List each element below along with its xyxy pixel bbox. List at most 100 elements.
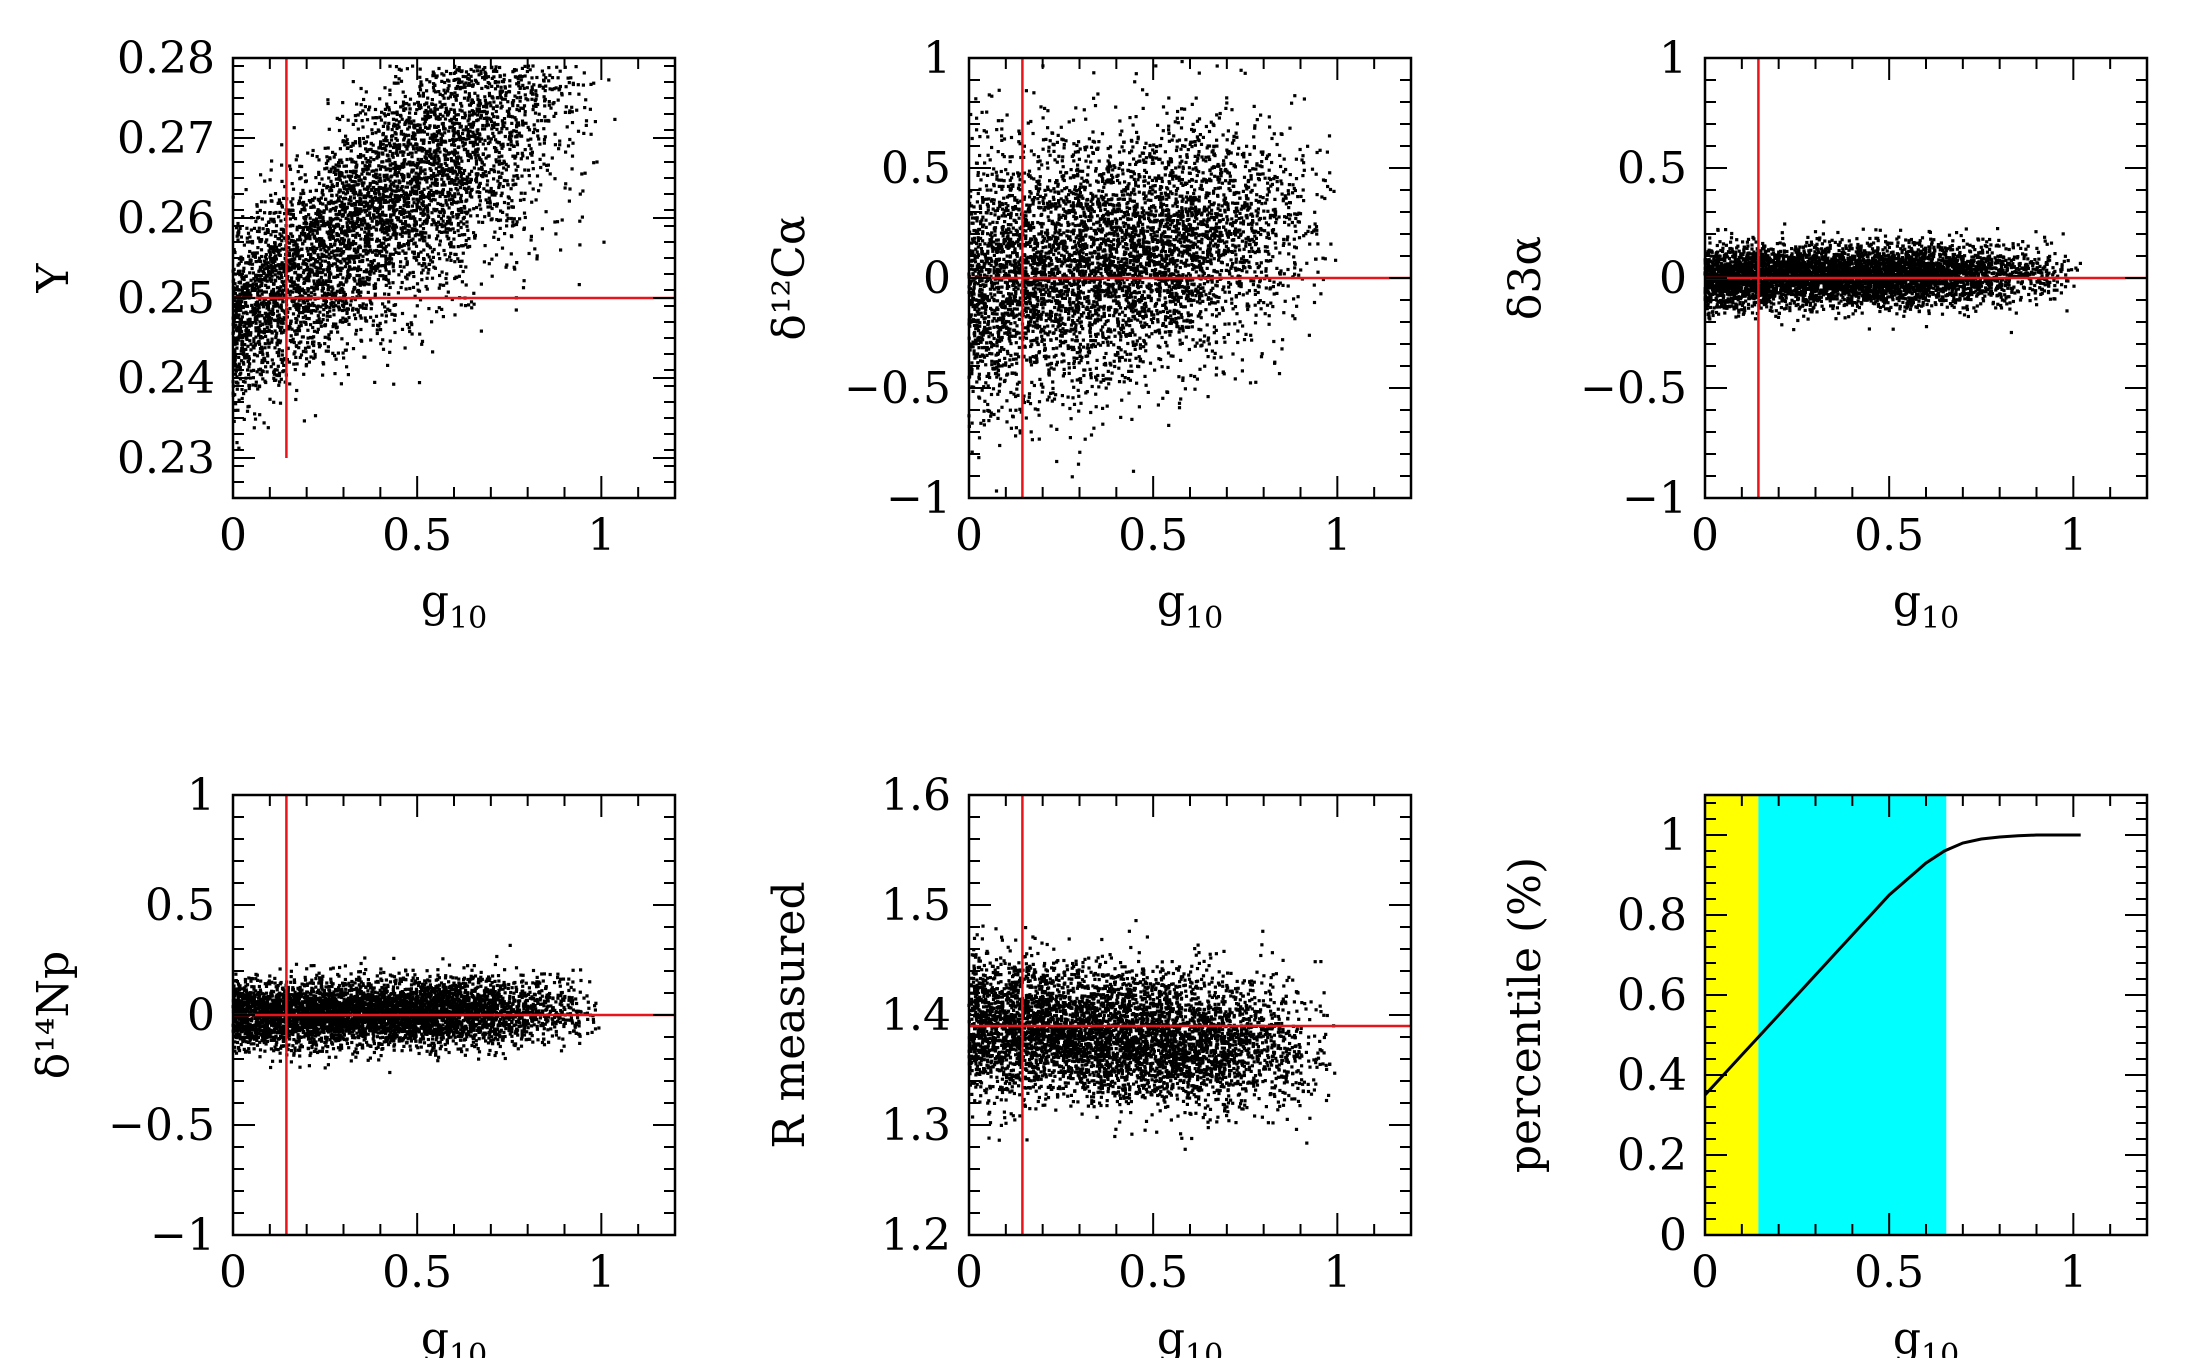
data-point (322, 210, 326, 215)
data-point (235, 441, 239, 445)
data-point (351, 239, 356, 243)
data-point (535, 254, 539, 258)
data-point (334, 275, 338, 279)
data-point (266, 426, 270, 430)
data-point (348, 260, 352, 264)
data-point (401, 249, 405, 253)
data-point (450, 92, 454, 96)
data-point (484, 112, 489, 116)
data-point (275, 341, 279, 345)
data-point (530, 153, 534, 157)
data-point (273, 192, 278, 196)
data-point (440, 223, 444, 227)
data-point (558, 139, 562, 143)
data-point (415, 282, 420, 286)
data-point (326, 98, 330, 102)
data-point (301, 241, 305, 245)
data-point (242, 266, 246, 270)
data-point (342, 164, 346, 168)
data-point (305, 246, 309, 250)
data-point (438, 112, 442, 116)
data-point (329, 251, 333, 255)
data-point (248, 333, 253, 337)
data-point (982, 223, 986, 227)
data-point (266, 354, 270, 358)
data-point (260, 322, 264, 326)
data-point (1243, 164, 1248, 169)
data-point (412, 123, 416, 127)
data-point (412, 191, 416, 196)
data-point (375, 210, 379, 215)
data-point (415, 232, 419, 236)
data-point (443, 91, 447, 95)
data-point (253, 254, 257, 258)
data-point (391, 262, 395, 266)
data-point (407, 326, 411, 330)
data-point (394, 136, 398, 141)
data-point (395, 126, 399, 131)
data-point (328, 216, 332, 220)
data-point (361, 306, 365, 310)
data-point (265, 238, 269, 242)
data-point (335, 273, 340, 278)
data-point (426, 253, 430, 257)
data-point (474, 176, 479, 180)
data-point (309, 227, 313, 231)
data-point (381, 195, 385, 199)
data-point (250, 321, 255, 325)
data-point (326, 159, 330, 163)
data-point (576, 83, 580, 87)
data-point (367, 108, 371, 112)
data-point (370, 131, 374, 136)
data-point (289, 266, 293, 270)
data-point (465, 210, 469, 214)
data-point (433, 124, 437, 128)
data-point (447, 84, 451, 88)
data-point (512, 217, 516, 221)
data-point (413, 256, 418, 260)
data-point (345, 221, 349, 225)
data-point (295, 228, 299, 232)
data-point (477, 110, 482, 114)
data-point (302, 259, 306, 263)
data-point (423, 125, 428, 129)
data-point (410, 204, 414, 208)
data-point (280, 325, 284, 329)
data-point (317, 172, 321, 176)
data-point (236, 298, 241, 302)
data-point (400, 311, 405, 316)
data-point (476, 128, 480, 132)
data-point (313, 258, 318, 262)
data-point (309, 311, 314, 315)
data-point (233, 314, 237, 318)
data-point (450, 117, 454, 121)
data-point (268, 246, 272, 250)
data-point (245, 226, 249, 230)
data-point (498, 65, 502, 70)
data-point (464, 81, 468, 85)
data-point (380, 230, 384, 234)
data-point (467, 237, 471, 241)
data-point (406, 118, 411, 122)
data-point (376, 278, 380, 282)
data-point (486, 205, 490, 209)
data-point (320, 237, 324, 241)
data-point (440, 203, 444, 208)
data-point (390, 192, 394, 196)
data-point (292, 304, 296, 308)
data-point (359, 178, 363, 182)
data-point (242, 277, 246, 282)
data-point (976, 366, 980, 370)
data-point (415, 197, 419, 201)
data-point (255, 370, 259, 374)
data-point (374, 268, 378, 273)
data-point (292, 126, 296, 130)
data-point (487, 116, 491, 120)
data-point (268, 276, 272, 280)
data-point (363, 167, 367, 171)
data-point (344, 170, 348, 174)
data-point (311, 232, 315, 236)
data-point (446, 227, 450, 231)
data-point (479, 158, 483, 162)
data-point (236, 338, 240, 342)
